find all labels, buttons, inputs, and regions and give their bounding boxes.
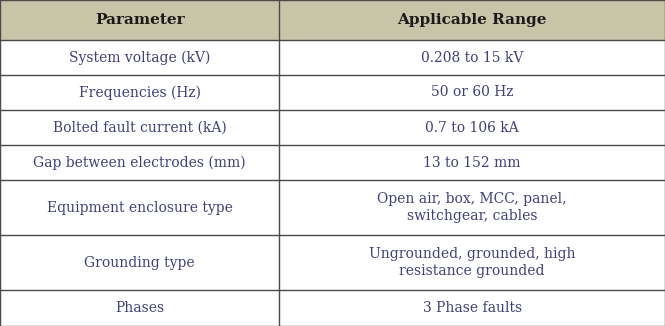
Text: 50 or 60 Hz: 50 or 60 Hz — [431, 85, 513, 99]
Bar — [0, 145, 665, 180]
Text: Gap between electrodes (mm): Gap between electrodes (mm) — [33, 155, 246, 170]
Text: Open air, box, MCC, panel,
switchgear, cables: Open air, box, MCC, panel, switchgear, c… — [378, 192, 567, 223]
Bar — [0, 180, 665, 235]
Bar — [0, 235, 665, 290]
Text: 0.7 to 106 kA: 0.7 to 106 kA — [426, 121, 519, 135]
Bar — [0, 0, 665, 40]
Text: Ungrounded, grounded, high
resistance grounded: Ungrounded, grounded, high resistance gr… — [369, 246, 575, 278]
Text: System voltage (kV): System voltage (kV) — [69, 50, 210, 65]
Text: 0.208 to 15 kV: 0.208 to 15 kV — [421, 51, 523, 65]
Bar — [0, 110, 665, 145]
Text: Frequencies (Hz): Frequencies (Hz) — [78, 85, 201, 100]
Text: Applicable Range: Applicable Range — [398, 13, 547, 27]
Text: Bolted fault current (kA): Bolted fault current (kA) — [53, 121, 227, 135]
Text: Phases: Phases — [115, 301, 164, 315]
Bar — [0, 40, 665, 75]
Text: Parameter: Parameter — [95, 13, 184, 27]
Bar — [0, 290, 665, 326]
Text: Grounding type: Grounding type — [84, 256, 195, 270]
Text: 13 to 152 mm: 13 to 152 mm — [424, 156, 521, 170]
Bar — [0, 75, 665, 110]
Text: Equipment enclosure type: Equipment enclosure type — [47, 200, 233, 215]
Text: 3 Phase faults: 3 Phase faults — [422, 301, 522, 315]
